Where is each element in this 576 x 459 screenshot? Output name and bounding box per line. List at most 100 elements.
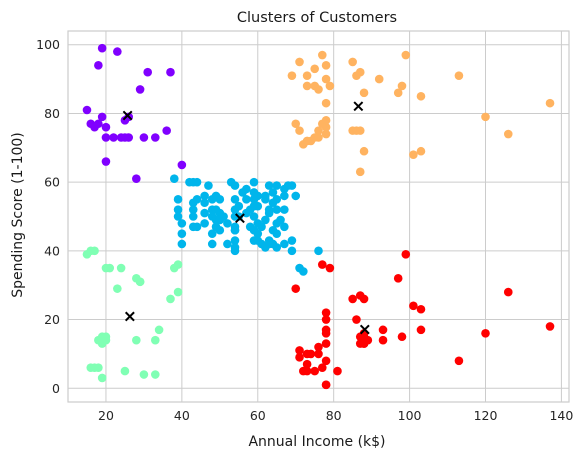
data-point-cluster-3	[268, 188, 278, 197]
data-point-cluster-3	[177, 229, 187, 238]
data-point-cluster-3	[200, 198, 209, 208]
data-point-cluster-5	[393, 274, 403, 283]
data-point-cluster-4	[132, 335, 141, 345]
data-point-cluster-3	[249, 177, 259, 187]
data-point-cluster-3	[177, 239, 187, 249]
data-point-cluster-3	[188, 205, 198, 214]
data-point-cluster-5	[302, 366, 312, 376]
centroid-markers	[122, 101, 370, 335]
data-point-cluster-5	[416, 325, 426, 335]
data-point-cluster-5	[302, 359, 312, 369]
data-point-cluster-1	[120, 116, 130, 125]
data-point-cluster-2	[325, 81, 335, 91]
data-point-cluster-3	[200, 191, 209, 201]
data-point-cluster-3	[261, 195, 270, 204]
data-point-cluster-1	[97, 43, 107, 53]
data-point-cluster-3	[230, 195, 240, 204]
data-point-cluster-5	[295, 353, 304, 362]
data-point-cluster-1	[101, 157, 111, 166]
chart-title: Clusters of Customers	[237, 10, 397, 26]
data-point-cluster-3	[249, 212, 259, 221]
data-point-cluster-2	[321, 98, 331, 108]
data-point-cluster-1	[132, 174, 141, 184]
data-point-cluster-3	[177, 219, 187, 228]
data-point-cluster-2	[295, 57, 304, 67]
data-point-cluster-5	[314, 349, 323, 359]
plot-frame	[67, 30, 570, 403]
data-point-cluster-5	[321, 380, 331, 390]
data-point-cluster-3	[200, 219, 209, 228]
data-point-cluster-1	[97, 112, 107, 122]
data-point-cluster-3	[188, 212, 198, 221]
data-point-cluster-5	[503, 287, 513, 297]
data-point-cluster-1	[109, 133, 118, 142]
data-point-cluster-2	[359, 146, 369, 156]
data-point-cluster-2	[374, 74, 384, 84]
data-point-cluster-1	[82, 105, 92, 115]
data-point-cluster-3	[200, 208, 209, 218]
data-point-cluster-2	[314, 133, 323, 142]
data-point-cluster-3	[264, 208, 274, 218]
data-point-cluster-3	[173, 195, 183, 204]
data-point-cluster-5	[352, 315, 361, 324]
data-point-cluster-5	[321, 356, 331, 366]
data-point-cluster-2	[481, 112, 490, 122]
data-point-cluster-3	[230, 225, 240, 235]
data-point-cluster-3	[234, 201, 244, 211]
data-point-cluster-5	[306, 349, 316, 359]
x-axis-label: Annual Income (k$)	[248, 434, 385, 450]
y-tick-label: 80	[44, 106, 60, 121]
data-point-cluster-3	[207, 239, 217, 249]
scatter-points	[82, 43, 555, 390]
data-point-cluster-3	[272, 195, 282, 204]
centroid-marker	[235, 213, 245, 224]
data-point-cluster-5	[321, 315, 331, 324]
data-point-cluster-3	[261, 215, 270, 225]
data-point-cluster-5	[317, 363, 327, 372]
data-point-cluster-1	[150, 133, 160, 142]
data-point-cluster-2	[454, 71, 464, 80]
data-point-cluster-3	[280, 239, 289, 249]
x-tick-label: 140	[549, 408, 573, 423]
data-point-cluster-3	[215, 225, 225, 235]
data-point-cluster-4	[120, 366, 130, 376]
data-point-cluster-2	[287, 71, 297, 80]
data-point-cluster-2	[393, 88, 403, 98]
data-point-cluster-2	[314, 126, 323, 135]
data-point-cluster-2	[355, 126, 365, 135]
data-point-cluster-5	[545, 322, 555, 331]
data-point-cluster-3	[287, 236, 297, 245]
data-point-cluster-4	[97, 373, 107, 383]
data-point-cluster-1	[139, 133, 149, 142]
data-point-cluster-2	[317, 50, 327, 60]
data-point-cluster-5	[397, 332, 407, 342]
data-point-cluster-3	[291, 191, 301, 201]
data-point-cluster-1	[177, 160, 187, 170]
x-tick-label: 100	[398, 408, 422, 423]
data-point-cluster-5	[314, 342, 323, 352]
data-point-cluster-3	[299, 267, 308, 276]
data-point-cluster-2	[321, 74, 331, 84]
data-point-cluster-2	[321, 61, 331, 70]
data-point-cluster-1	[162, 126, 171, 135]
data-point-cluster-5	[348, 294, 357, 304]
x-tick-label: 60	[250, 408, 266, 423]
data-point-cluster-5	[333, 366, 342, 376]
y-tick-label: 100	[36, 37, 60, 52]
data-point-cluster-3	[280, 191, 289, 201]
data-point-cluster-4	[154, 325, 164, 335]
data-point-cluster-3	[173, 205, 183, 214]
data-point-cluster-3	[223, 239, 232, 249]
data-point-cluster-2	[416, 146, 426, 156]
data-point-cluster-1	[113, 47, 122, 56]
x-tick-label: 120	[474, 408, 498, 423]
data-point-cluster-2	[355, 167, 365, 177]
y-tick-label: 0	[52, 381, 60, 396]
data-point-cluster-3	[192, 195, 202, 204]
centroid-marker	[124, 311, 135, 322]
data-point-cluster-2	[302, 71, 312, 80]
data-point-cluster-5	[416, 304, 426, 314]
data-point-cluster-3	[215, 195, 225, 204]
data-point-cluster-1	[166, 67, 175, 77]
data-point-cluster-5	[321, 339, 331, 348]
